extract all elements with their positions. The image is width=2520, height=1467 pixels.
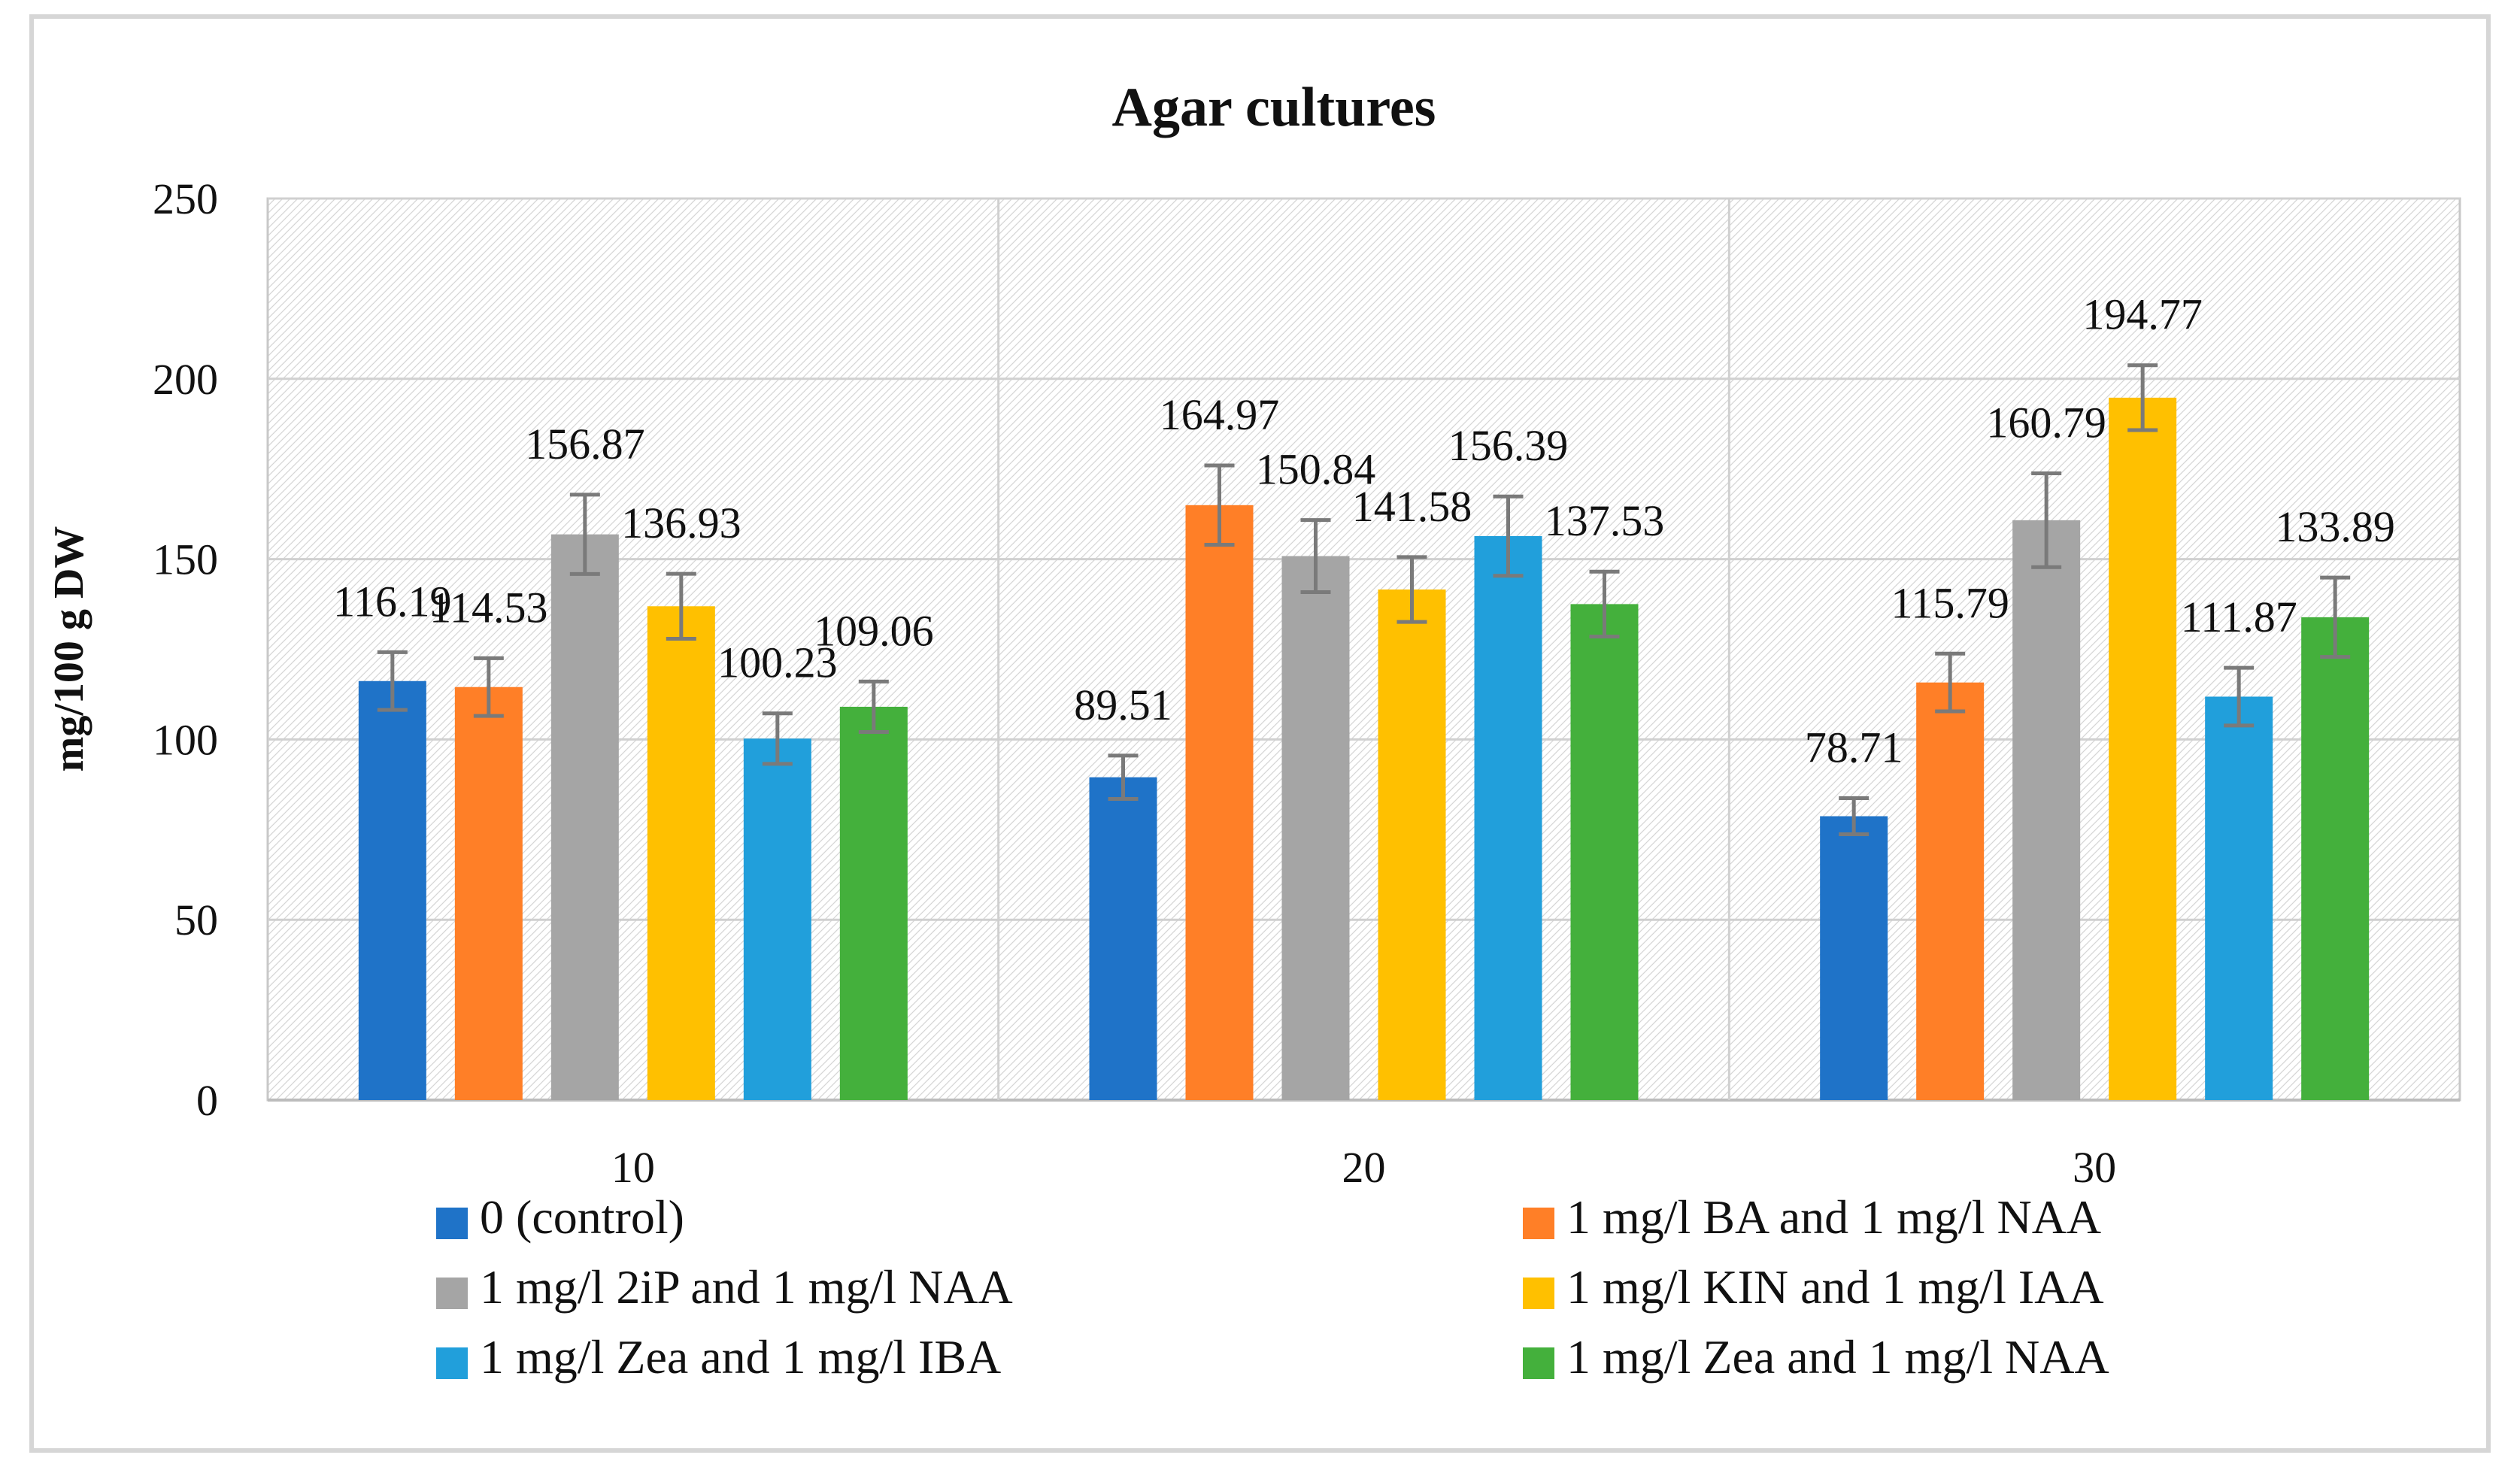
legend-swatch-2 — [1523, 1208, 1554, 1239]
bar-30-6 — [2301, 617, 2370, 1100]
value-label-10-3: 156.87 — [525, 420, 645, 468]
legend-swatch-3 — [436, 1278, 468, 1309]
bar-20-3 — [1281, 556, 1350, 1100]
y-tick-label: 150 — [153, 535, 218, 584]
value-label-30-4: 194.77 — [2082, 290, 2203, 339]
legend-swatch-1 — [436, 1208, 468, 1239]
bar-10-3 — [550, 534, 619, 1100]
value-label-20-1: 89.51 — [1074, 680, 1172, 729]
legend-label-1: 0 (control) — [480, 1190, 684, 1244]
value-label-30-2: 115.79 — [1891, 578, 2009, 627]
bar-30-1 — [1820, 816, 1888, 1100]
bar-20-5 — [1474, 535, 1542, 1100]
legend: 0 (control) 1 mg/l BA and 1 mg/l NAA 1 mg/… — [436, 1190, 2109, 1384]
bar-30-2 — [1916, 682, 1985, 1100]
legend-label-6: 1 mg/l Zea and 1 mg/l NAA — [1566, 1330, 2109, 1384]
bar-10-6 — [839, 706, 908, 1100]
bar-30-5 — [2205, 696, 2273, 1100]
chart-title: Agar cultures — [1112, 77, 1436, 138]
value-label-20-6: 137.53 — [1545, 496, 1665, 545]
bars-group — [358, 397, 2370, 1100]
value-label-10-1: 116.19 — [333, 577, 451, 626]
y-tick-label: 250 — [153, 174, 218, 223]
error-bars-group — [377, 363, 2351, 836]
bar-10-1 — [358, 680, 426, 1100]
legend-swatch-5 — [436, 1347, 468, 1379]
bar-20-1 — [1089, 777, 1157, 1100]
y-tick-label: 100 — [153, 715, 218, 764]
y-tick-label: 200 — [153, 355, 218, 404]
legend-label-5: 1 mg/l Zea and 1 mg/l IBA — [480, 1330, 1001, 1384]
bar-10-2 — [454, 687, 523, 1100]
value-label-20-5: 156.39 — [1448, 421, 1569, 470]
value-label-10-2: 114.53 — [429, 583, 547, 632]
legend-swatch-6 — [1523, 1347, 1554, 1379]
value-label-10-5: 100.23 — [717, 638, 838, 687]
legend-swatch-4 — [1523, 1278, 1554, 1309]
y-tick-label: 50 — [174, 896, 218, 944]
legend-label-3: 1 mg/l 2iP and 1 mg/l NAA — [480, 1260, 1013, 1314]
value-label-30-6: 133.89 — [2275, 502, 2395, 551]
y-tick-label: 0 — [196, 1076, 218, 1125]
value-label-10-6: 109.06 — [814, 606, 934, 655]
value-label-10-4: 136.93 — [621, 499, 741, 547]
x-tick-label: 20 — [1342, 1143, 1386, 1192]
value-label-30-1: 78.71 — [1805, 723, 1903, 772]
value-label-30-3: 160.79 — [1986, 399, 2106, 447]
bar-30-3 — [2012, 520, 2081, 1100]
legend-label-4: 1 mg/l KIN and 1 mg/l IAA — [1566, 1260, 2104, 1314]
bar-20-4 — [1378, 589, 1446, 1100]
value-label-20-2: 164.97 — [1160, 390, 1280, 439]
value-label-20-4: 141.58 — [1352, 482, 1472, 531]
legend-label-2: 1 mg/l BA and 1 mg/l NAA — [1566, 1190, 2101, 1244]
grid-lines — [268, 197, 2460, 1102]
y-axis-title: mg/100 g DW — [46, 526, 92, 772]
x-tick-label: 10 — [611, 1143, 655, 1192]
bar-10-4 — [647, 606, 715, 1100]
bar-20-2 — [1185, 505, 1254, 1100]
x-tick-label: 30 — [2073, 1143, 2116, 1192]
bar-30-4 — [2109, 397, 2177, 1100]
value-label-20-3: 150.84 — [1256, 445, 1376, 494]
bar-10-5 — [743, 738, 811, 1100]
value-label-30-5: 111.87 — [2181, 593, 2297, 641]
bar-20-6 — [1570, 604, 1639, 1100]
